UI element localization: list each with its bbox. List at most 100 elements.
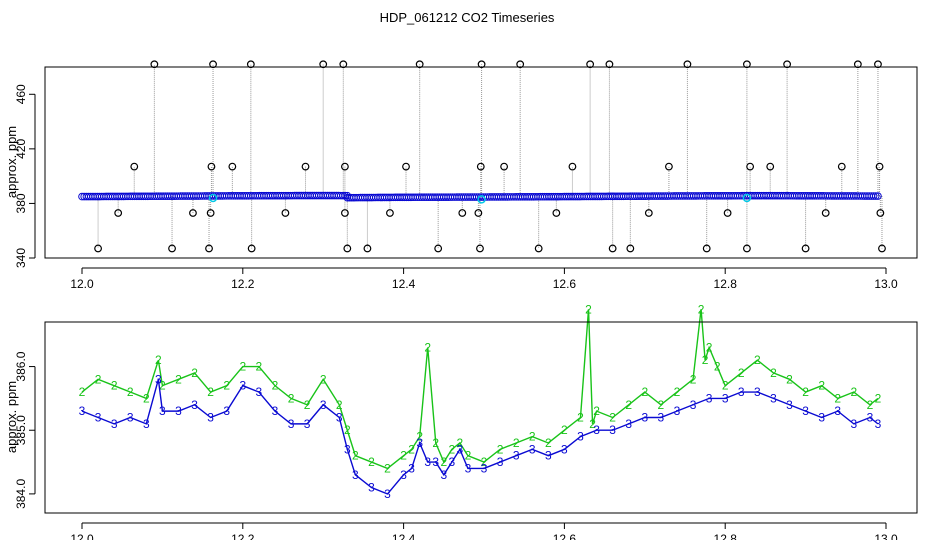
series-2-marker: 2 xyxy=(690,372,697,386)
series-3-marker: 3 xyxy=(159,404,166,418)
series-2-marker: 2 xyxy=(408,442,415,456)
series-2-marker: 2 xyxy=(702,353,709,367)
series-3-marker: 3 xyxy=(770,391,777,405)
top-x-tick-label: 12.2 xyxy=(231,277,255,291)
series-3-marker: 3 xyxy=(256,385,263,399)
series-2-line xyxy=(81,309,879,470)
series-2-marker: 2 xyxy=(336,398,343,412)
series-3-marker: 3 xyxy=(239,379,246,393)
series-3-marker: 3 xyxy=(191,398,198,412)
series-3-marker: 3 xyxy=(497,455,504,469)
series-3-marker: 3 xyxy=(424,455,431,469)
series-2-marker: 2 xyxy=(127,385,134,399)
outlier-point-dip xyxy=(386,209,394,217)
series-3-marker: 3 xyxy=(408,461,415,475)
bottom-y-axis-label: approx. ppm xyxy=(4,381,19,453)
top-y-tick-label: 420 xyxy=(14,139,28,159)
bottom-x-tick-label: 13.0 xyxy=(874,532,898,540)
series-2-marker: 2 xyxy=(625,398,632,412)
outlier-point-mid xyxy=(665,162,673,171)
bottom-plot-frame xyxy=(44,321,918,514)
series-3-marker: 3 xyxy=(690,398,697,412)
series-2-marker: 2 xyxy=(641,385,648,399)
series-3-marker: 3 xyxy=(802,404,809,418)
outlier-point-low xyxy=(702,244,711,253)
series-2-marker: 2 xyxy=(593,404,600,418)
series-2-marker: 2 xyxy=(875,391,882,405)
outlier-point-low xyxy=(743,244,751,253)
series-3-marker: 3 xyxy=(754,385,761,399)
series-3-marker: 3 xyxy=(352,468,359,482)
series-2-marker: 2 xyxy=(561,423,568,437)
series-2-marker: 2 xyxy=(658,398,665,412)
series-2-marker: 2 xyxy=(589,417,596,431)
outlier-point-high xyxy=(319,60,328,69)
outlier-point-high xyxy=(477,60,486,69)
series-2-marker: 2 xyxy=(609,411,616,425)
outlier-point-high xyxy=(516,60,525,69)
outlier-point-mid xyxy=(500,162,509,171)
series-2-marker: 2 xyxy=(288,391,295,405)
series-3-line xyxy=(81,379,879,495)
bottom-x-tick-label: 12.2 xyxy=(231,532,255,540)
series-2-marker: 2 xyxy=(585,302,592,316)
series-3-marker: 3 xyxy=(127,411,134,425)
series-2-marker: 2 xyxy=(207,385,214,399)
series-2-marker: 2 xyxy=(497,442,504,456)
series-2-marker: 2 xyxy=(320,372,327,386)
baseline-point xyxy=(343,191,352,200)
outlier-point-low xyxy=(434,244,443,253)
bottom-y-tick-label: 386.0 xyxy=(14,351,28,381)
top-y-tick-label: 340 xyxy=(14,248,28,268)
series-2-marker: 2 xyxy=(191,366,198,380)
series-2-marker: 2 xyxy=(440,455,447,469)
series-3-marker: 3 xyxy=(481,461,488,475)
top-y-axis-label: approx. ppm xyxy=(4,126,19,198)
series-3-marker: 3 xyxy=(440,468,447,482)
top-chart-panel: 12.0 12.2 12.4 12.6 12.8 13.0 340 380 420 460 app… xyxy=(4,60,918,291)
highlight-point xyxy=(208,193,218,203)
outlier-point-mid xyxy=(301,162,310,171)
bottom-chart-axes: 12.0 12.2 12.4 12.6 12.8 13.0 384.0 385.0 386.0 xyxy=(14,351,898,540)
outlier-point-mid xyxy=(875,162,884,171)
top-x-tick-label: 12.0 xyxy=(70,277,94,291)
series-3-marker: 3 xyxy=(529,442,536,456)
series-3-marker: 3 xyxy=(223,404,230,418)
outlier-point-high xyxy=(683,60,692,69)
series-2-marker: 2 xyxy=(481,455,488,469)
outlier-point-mid xyxy=(746,162,755,171)
series-2-marker: 2 xyxy=(368,455,375,469)
series-2-marker: 2 xyxy=(867,398,874,412)
series-3-marker: 3 xyxy=(384,487,391,501)
outlier-point-dip xyxy=(644,209,653,217)
series-3-marker: 3 xyxy=(175,404,182,418)
series-3-marker: 3 xyxy=(738,385,745,399)
series-3-marker: 3 xyxy=(674,404,681,418)
series-2-marker: 2 xyxy=(256,360,263,374)
series-2-marker: 2 xyxy=(457,436,464,450)
series-3-marker: 3 xyxy=(609,423,616,437)
outlier-point-low xyxy=(168,244,176,253)
bottom-y-tick-label: 385.0 xyxy=(14,415,28,445)
outlier-point-high xyxy=(246,60,255,69)
series-2-marker: 2 xyxy=(272,379,279,393)
series-3-marker: 3 xyxy=(416,436,423,450)
series-2-marker: 2 xyxy=(706,340,713,354)
top-x-tick-label: 12.6 xyxy=(553,277,577,291)
series-2-marker: 2 xyxy=(577,411,584,425)
outlier-point-low xyxy=(363,244,372,253)
series-2-marker: 2 xyxy=(738,366,745,380)
outlier-point-high xyxy=(586,60,595,69)
series-2-marker: 2 xyxy=(802,385,809,399)
outlier-point-low xyxy=(608,244,617,253)
series-2-marker: 2 xyxy=(432,436,439,450)
top-x-tick-label: 12.4 xyxy=(392,277,416,291)
series-2-marker: 2 xyxy=(850,385,857,399)
bottom-y-tick-label: 384.0 xyxy=(14,479,28,509)
outlier-point-low xyxy=(476,244,484,253)
series-3-marker: 3 xyxy=(95,411,102,425)
series-2-marker: 2 xyxy=(223,379,230,393)
series-3-marker: 3 xyxy=(79,404,86,418)
